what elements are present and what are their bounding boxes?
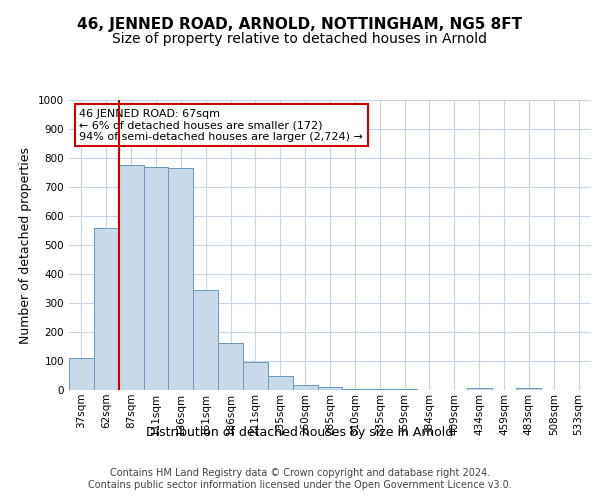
Bar — [293, 385, 317, 390]
Bar — [343, 388, 367, 390]
Bar — [94, 228, 119, 390]
Text: 46 JENNED ROAD: 67sqm
← 6% of detached houses are smaller (172)
94% of semi-deta: 46 JENNED ROAD: 67sqm ← 6% of detached h… — [79, 108, 364, 142]
Bar — [467, 388, 491, 390]
Bar — [317, 386, 343, 390]
Bar — [243, 362, 268, 390]
Text: Distribution of detached houses by size in Arnold: Distribution of detached houses by size … — [146, 426, 454, 439]
Text: 46, JENNED ROAD, ARNOLD, NOTTINGHAM, NG5 8FT: 46, JENNED ROAD, ARNOLD, NOTTINGHAM, NG5… — [77, 18, 523, 32]
Bar — [69, 358, 94, 390]
Bar — [143, 166, 169, 390]
Bar — [169, 168, 193, 390]
Bar — [268, 376, 293, 390]
Text: Size of property relative to detached houses in Arnold: Size of property relative to detached ho… — [113, 32, 487, 46]
Bar — [517, 388, 541, 390]
Bar — [218, 342, 243, 390]
Bar — [193, 290, 218, 390]
Bar — [367, 388, 392, 390]
Text: Contains public sector information licensed under the Open Government Licence v3: Contains public sector information licen… — [88, 480, 512, 490]
Y-axis label: Number of detached properties: Number of detached properties — [19, 146, 32, 344]
Text: Contains HM Land Registry data © Crown copyright and database right 2024.: Contains HM Land Registry data © Crown c… — [110, 468, 490, 477]
Bar — [119, 166, 143, 390]
